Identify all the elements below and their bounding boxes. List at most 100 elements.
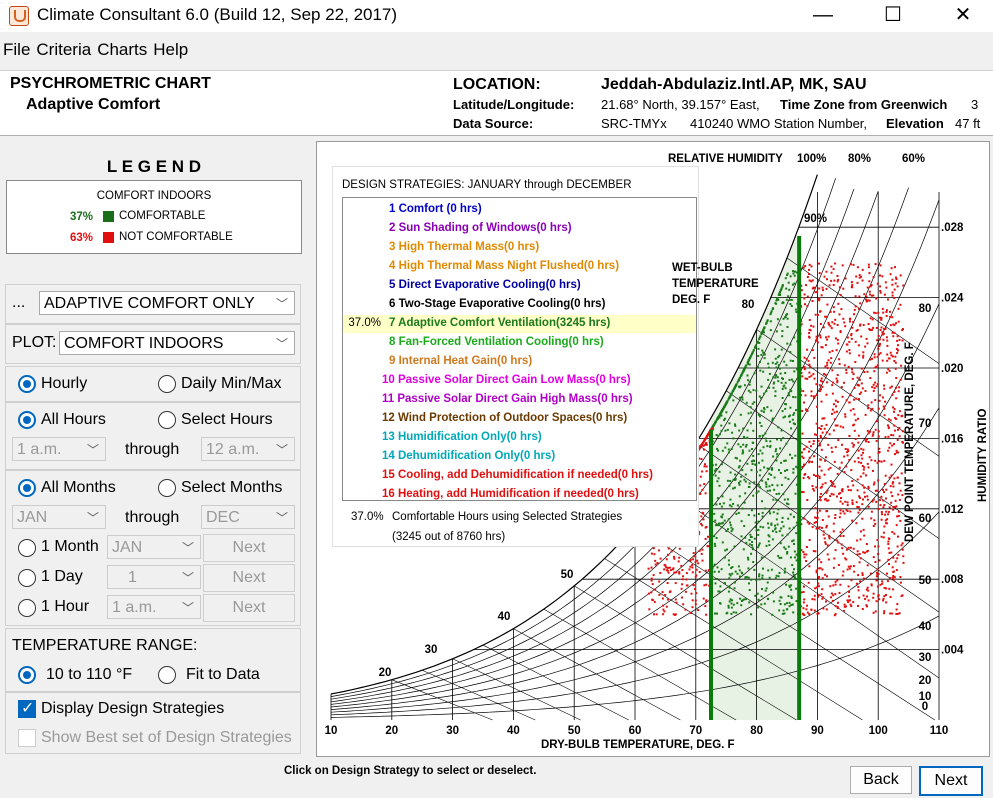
strategy-item-9[interactable]: 9 Internal Heat Gain(0 hrs) — [343, 353, 696, 371]
uncomfortable-hour-point — [830, 446, 833, 449]
uncomfortable-hour-point — [866, 495, 869, 498]
uncomfortable-hour-point — [874, 545, 876, 548]
all-months-radio[interactable] — [18, 479, 36, 497]
strategy-item-13[interactable]: 13 Humidification Only(0 hrs) — [343, 429, 696, 447]
uncomfortable-hour-point — [866, 462, 869, 465]
comfortable-hour-point — [752, 561, 755, 563]
menu-file[interactable]: File — [3, 40, 31, 59]
hourly-radio[interactable] — [18, 375, 36, 393]
hour-to-select[interactable]: 12 a.m. ﹀ — [201, 437, 295, 461]
strategy-item-14[interactable]: 14 Dehumidification Only(0 hrs) — [343, 448, 696, 466]
comfortable-hour-point — [769, 489, 771, 492]
comfortable-hour-point — [752, 429, 755, 432]
uncomfortable-hour-point — [818, 442, 821, 445]
one-day-select[interactable]: 1 ﹀ — [107, 565, 201, 589]
fit-to-data-radio[interactable] — [158, 666, 176, 684]
comfortable-hour-point — [728, 422, 731, 425]
uncomfortable-hour-point — [698, 571, 701, 573]
next-day-button[interactable]: Next — [203, 564, 295, 592]
uncomfortable-hour-point — [887, 540, 890, 543]
strategy-item-12[interactable]: 12 Wind Protection of Outdoor Spaces(0 h… — [343, 410, 696, 428]
uncomfortable-hour-point — [847, 601, 850, 604]
strategy-item-10[interactable]: 10 Passive Solar Direct Gain Low Mass(0 … — [343, 372, 696, 390]
menu-charts[interactable]: Charts — [97, 40, 148, 59]
wet-bulb-line — [452, 658, 581, 721]
source-value: SRC-TMYx — [601, 116, 667, 131]
uncomfortable-hour-point — [879, 291, 882, 294]
strategy-item-7[interactable]: 37.0% 7 Adaptive Comfort Ventilation(3245… — [343, 315, 696, 333]
uncomfortable-hour-point — [863, 491, 866, 494]
strategy-item-11[interactable]: 11 Passive Solar Direct Gain High Mass(0… — [343, 391, 696, 409]
maximize-button[interactable]: ☐ — [884, 4, 902, 26]
uncomfortable-hour-point — [893, 576, 896, 579]
temp-10-110-radio[interactable] — [18, 666, 36, 684]
strategy-item-5[interactable]: 5 Direct Evaporative Cooling(0 hrs) — [343, 277, 696, 295]
uncomfortable-hour-point — [891, 278, 894, 281]
comfortable-hour-point — [790, 390, 793, 393]
uncomfortable-hour-point — [822, 530, 825, 533]
one-hour-select[interactable]: 1 a.m. ﹀ — [107, 595, 201, 619]
display-strategies-checkbox[interactable] — [18, 698, 36, 718]
next-month-button[interactable]: Next — [203, 534, 295, 562]
uncomfortable-hour-point — [820, 492, 823, 495]
close-button[interactable]: ✕ — [954, 4, 972, 26]
temperature-range-panel: TEMPERATURE RANGE: 10 to 110 °F Fit to D… — [5, 628, 301, 692]
one-hour-radio[interactable] — [18, 599, 36, 617]
menu-criteria[interactable]: Criteria — [36, 40, 92, 59]
strategy-item-3[interactable]: 3 High Thermal Mass(0 hrs) — [343, 239, 696, 257]
one-month-radio[interactable] — [18, 539, 36, 557]
one-day-radio[interactable] — [18, 569, 36, 587]
strategy-item-15[interactable]: 15 Cooling, add Dehumidification if need… — [343, 467, 696, 485]
comfortable-hour-point — [757, 461, 760, 464]
back-button[interactable]: Back — [850, 766, 912, 794]
comfortable-hour-point — [724, 549, 727, 552]
next-hour-button[interactable]: Next — [203, 594, 295, 622]
one-month-select[interactable]: JAN ﹀ — [107, 535, 201, 559]
plot-select[interactable]: COMFORT INDOORS ﹀ — [59, 331, 295, 355]
wet-bulb-tick: 50 — [561, 569, 574, 581]
menu-help[interactable]: Help — [153, 40, 189, 59]
comfortable-hour-point — [765, 321, 768, 324]
uncomfortable-hour-point — [842, 609, 845, 612]
daily-radio[interactable] — [158, 375, 176, 393]
select-hours-radio[interactable] — [158, 411, 176, 429]
uncomfortable-hour-point — [837, 541, 840, 544]
uncomfortable-hour-point — [824, 365, 827, 368]
comfortable-hour-point — [764, 432, 767, 435]
strategy-item-2[interactable]: 2 Sun Shading of Windows(0 hrs) — [343, 220, 696, 238]
comfortable-hour-point — [783, 498, 786, 501]
wet-bulb-line — [756, 329, 940, 457]
month-from-select[interactable]: JAN ﹀ — [12, 505, 106, 529]
comfortable-hour-point — [766, 320, 769, 322]
uncomfortable-hour-point — [833, 460, 836, 463]
month-to-select[interactable]: DEC ﹀ — [201, 505, 295, 529]
uncomfortable-hour-point — [654, 559, 657, 562]
strategy-item-6[interactable]: 6 Two-Stage Evaporative Cooling(0 hrs) — [343, 296, 696, 314]
uncomfortable-hour-point — [658, 580, 661, 583]
strategy-item-8[interactable]: 8 Fan-Forced Ventilation Cooling(0 hrs) — [343, 334, 696, 352]
uncomfortable-hour-point — [862, 356, 865, 359]
comfortable-hour-point — [777, 294, 780, 296]
minimize-button[interactable]: — — [813, 4, 833, 26]
humidity-ratio-tick: .024 — [941, 293, 964, 305]
comfortable-hour-point — [778, 530, 781, 533]
next-button[interactable]: Next — [919, 766, 983, 796]
strategy-item-16[interactable]: 16 Heating, add Humidification if needed… — [343, 486, 696, 504]
uncomfortable-hour-point — [887, 449, 890, 452]
comfortable-hour-point — [722, 502, 725, 505]
mode-select[interactable]: ADAPTIVE COMFORT ONLY ﹀ — [39, 291, 295, 315]
hour-from-select[interactable]: 1 a.m. ﹀ — [12, 437, 106, 461]
options-ellipsis-button[interactable]: ... — [12, 294, 26, 311]
comfortable-hour-point — [774, 390, 777, 393]
comfortable-hour-point — [739, 396, 741, 399]
strategy-item-1[interactable]: 1 Comfort (0 hrs) — [343, 201, 696, 219]
uncomfortable-hour-point — [858, 295, 861, 298]
comfortable-hour-point — [730, 567, 733, 570]
uncomfortable-hour-point — [892, 434, 895, 437]
select-months-radio[interactable] — [158, 479, 176, 497]
all-hours-radio[interactable] — [18, 411, 36, 429]
uncomfortable-hour-point — [800, 549, 803, 552]
show-best-checkbox[interactable] — [18, 729, 36, 747]
strategy-item-4[interactable]: 4 High Thermal Mass Night Flushed(0 hrs) — [343, 258, 696, 276]
